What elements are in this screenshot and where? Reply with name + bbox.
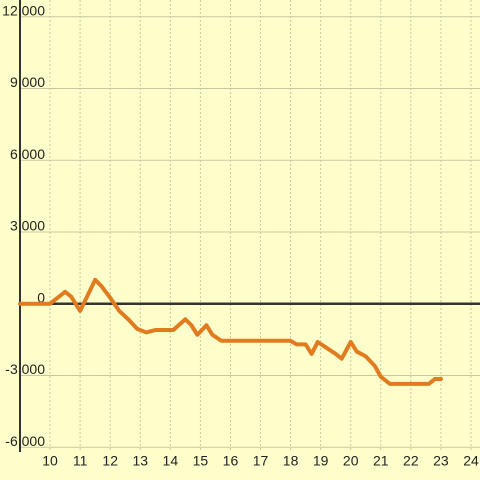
- y-tick-label: -6,000: [5, 433, 45, 449]
- x-tick-label: 18: [283, 453, 299, 469]
- x-tick-label: 22: [403, 453, 419, 469]
- x-tick-label: 13: [132, 453, 148, 469]
- x-tick-label: 23: [433, 453, 449, 469]
- y-tick-label: 6,000: [10, 146, 45, 162]
- x-tick-label: 11: [73, 453, 88, 469]
- x-tick-label: 10: [42, 453, 58, 469]
- x-tick-label: 20: [343, 453, 359, 469]
- y-tick-label: 12,000: [2, 2, 45, 18]
- y-tick-label: 9,000: [10, 74, 45, 90]
- x-tick-label: 14: [163, 453, 179, 469]
- y-tick-label: -3,000: [5, 361, 45, 377]
- x-tick-label: 12: [102, 453, 118, 469]
- x-tick-label: 15: [193, 453, 209, 469]
- line: [18, 277, 443, 386]
- x-tick-label: 19: [313, 453, 329, 469]
- y-tick-label: 3,000: [10, 218, 45, 234]
- x-tick-label: 17: [253, 453, 269, 469]
- x-tick-label: 24: [463, 453, 479, 469]
- y-tick-label: 0: [37, 289, 45, 305]
- x-tick-label: 16: [223, 453, 239, 469]
- x-tick-label: 21: [373, 453, 389, 469]
